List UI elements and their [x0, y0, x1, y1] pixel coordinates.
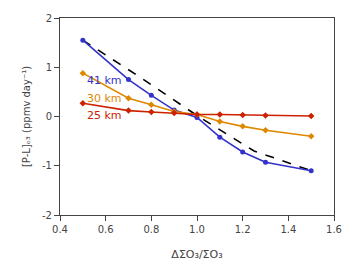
svg-text:0: 0 — [46, 111, 52, 122]
svg-text:-1: -1 — [42, 160, 52, 171]
svg-text:1: 1 — [46, 62, 52, 73]
svg-text:30 km: 30 km — [87, 92, 122, 105]
svg-text:[P-L]ₒ₃ (ppmv day⁻¹): [P-L]ₒ₃ (ppmv day⁻¹) — [21, 66, 32, 167]
svg-text:1.4: 1.4 — [280, 224, 296, 235]
svg-text:1.2: 1.2 — [235, 224, 251, 235]
svg-text:25 km: 25 km — [87, 109, 122, 122]
svg-text:1.0: 1.0 — [189, 224, 205, 235]
svg-text:0.8: 0.8 — [143, 224, 159, 235]
svg-text:0.6: 0.6 — [98, 224, 114, 235]
svg-text:41 km: 41 km — [87, 74, 122, 87]
svg-text:0.4: 0.4 — [52, 224, 68, 235]
svg-text:1.6: 1.6 — [326, 224, 342, 235]
svg-text:-2: -2 — [42, 210, 52, 221]
svg-text:ΔΣO₃/ΣO₃: ΔΣO₃/ΣO₃ — [171, 248, 222, 261]
svg-text:2: 2 — [46, 13, 52, 24]
